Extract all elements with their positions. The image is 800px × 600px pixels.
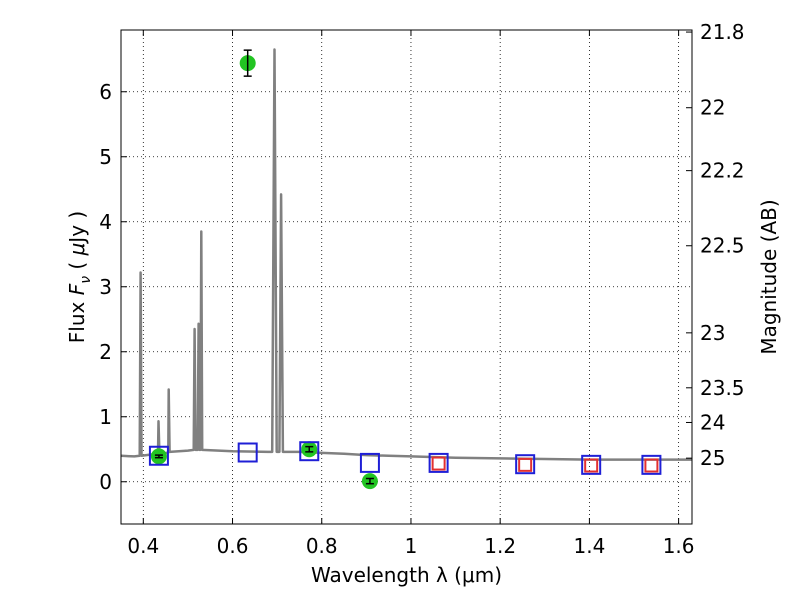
y-tick-label: 2	[99, 340, 112, 364]
axis-ticks: 0.4 0.6 0.8 1 1.2 1.4 1.6012345621.82222.222.5…	[99, 20, 744, 558]
right-tick-label: 25	[700, 446, 725, 470]
right-tick-label: 24	[700, 410, 725, 434]
band-flux-marker	[641, 454, 662, 475]
right-tick-label: 22.2	[700, 159, 745, 183]
right-axis-title: Magnitude (AB)	[757, 199, 781, 354]
right-tick-label: 23.5	[700, 376, 745, 400]
band-flux-marker	[237, 442, 258, 463]
model-flux-marker	[584, 458, 599, 473]
band-flux-marker	[515, 454, 536, 475]
x-tick-label: 1.6	[663, 534, 695, 558]
x-tick-label: 1.4	[573, 534, 605, 558]
model-flux-marker	[431, 456, 446, 471]
x-tick-label: 0.8	[306, 534, 338, 558]
model-flux-marker	[518, 457, 533, 472]
y-tick-label: 3	[99, 275, 112, 299]
model-spectrum-line	[120, 48, 692, 461]
x-tick-label: 0.4	[127, 534, 159, 558]
band-flux-marker	[148, 445, 169, 466]
x-tick-label: 0.6	[217, 534, 249, 558]
plot-frame	[120, 29, 693, 525]
right-tick-label: 23	[700, 321, 725, 345]
right-tick-label: 22.5	[700, 234, 745, 258]
x-tick-label: 1	[405, 534, 418, 558]
y-tick-label: 6	[99, 80, 112, 104]
plot-series	[120, 48, 692, 490]
y-tick-label: 4	[99, 210, 112, 234]
right-tick-label: 21.8	[700, 20, 745, 44]
band-flux-marker	[299, 441, 320, 462]
model-flux-marker	[644, 458, 659, 473]
y-axis-title: Flux Fν ( μJy )	[65, 211, 94, 343]
band-flux-marker	[581, 454, 602, 475]
band-flux-marker	[428, 452, 449, 473]
y-tick-label: 5	[99, 145, 112, 169]
y-tick-label: 0	[99, 470, 112, 494]
right-tick-label: 22	[700, 96, 725, 120]
band-flux-marker	[359, 452, 380, 473]
x-tick-label: 1.2	[484, 534, 516, 558]
x-axis-title: Wavelength λ (μm)	[311, 563, 502, 587]
y-tick-label: 1	[99, 405, 112, 429]
